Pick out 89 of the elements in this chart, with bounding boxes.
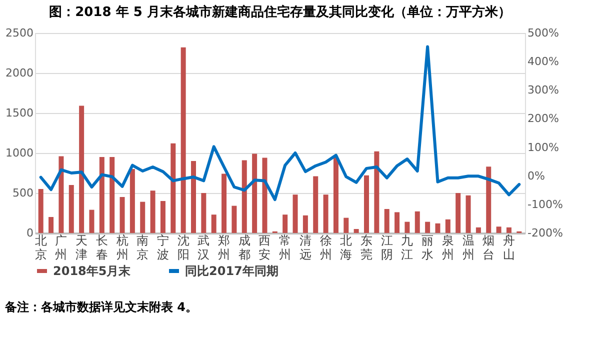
bar	[354, 229, 359, 233]
bar	[282, 214, 288, 233]
bar	[89, 210, 94, 233]
y-tick-label: 1000	[6, 146, 34, 160]
x-tick-label: 丽水	[422, 234, 434, 262]
bar	[110, 157, 115, 233]
x-tick-label: 杭州	[115, 234, 128, 262]
y2-tick-label: -100%	[528, 198, 563, 211]
bar	[48, 217, 54, 233]
bar	[384, 209, 390, 233]
line-series	[39, 45, 521, 202]
y-tick-label: 2500	[6, 26, 34, 40]
x-tick-label: 北海	[340, 234, 352, 262]
y2-tick-label: 100%	[528, 140, 559, 154]
bar	[435, 223, 440, 233]
x-tick-label: 舟山	[502, 234, 515, 262]
bar	[170, 143, 176, 233]
bar	[414, 211, 420, 233]
y-tick-label: 2000	[6, 66, 34, 80]
bar	[394, 212, 400, 233]
bar	[222, 174, 227, 233]
bar	[445, 219, 450, 233]
bar	[150, 190, 156, 233]
bar	[506, 227, 512, 233]
x-tick-label: 徐州	[320, 234, 332, 262]
bar	[99, 157, 104, 233]
bar	[180, 47, 186, 233]
bar	[302, 215, 308, 233]
x-tick-label: 泉州	[442, 234, 454, 262]
bar	[130, 169, 135, 233]
bar	[323, 194, 328, 233]
bar	[201, 193, 206, 233]
bar	[364, 175, 369, 233]
x-tick-label: 郑州	[218, 234, 230, 262]
x-tick-label: 广州	[55, 234, 68, 262]
y-tick-label: 1500	[6, 106, 34, 120]
y2-tick-label: 400%	[528, 55, 559, 68]
x-tick-label: 烟台	[482, 234, 495, 262]
bar	[466, 195, 471, 233]
x-tick-label: 九江	[401, 234, 414, 262]
bar	[242, 160, 247, 233]
x-tick-label: 天津	[76, 234, 88, 262]
bar	[262, 158, 268, 233]
bar	[333, 157, 338, 233]
bar	[140, 202, 146, 233]
bar	[486, 166, 492, 233]
y2-tick-label: 200%	[528, 112, 559, 126]
y-tick-label: 500	[12, 186, 34, 200]
bar	[232, 206, 237, 233]
chart-title: 图：2018 年 5 月末各城市新建商品住宅存量及其同比变化（单位：万平方米）	[49, 4, 511, 20]
bar	[344, 218, 349, 233]
bar	[374, 151, 380, 233]
x-tick-label: 成都	[238, 234, 250, 262]
bar	[68, 185, 74, 233]
bar	[404, 222, 410, 233]
bar	[58, 156, 64, 233]
x-tick-label: 南京	[136, 234, 149, 262]
y-tick-label: 0	[26, 226, 34, 240]
bar	[252, 154, 258, 233]
bar	[120, 197, 125, 233]
text: 备注：各城市数据详见文末附表 4。	[4, 300, 198, 314]
x-tick-label: 西安	[258, 234, 271, 262]
bar	[496, 226, 502, 233]
legend-label: 2018年5月末	[53, 264, 132, 278]
x-tick-label: 东莞	[360, 234, 372, 262]
bar	[476, 227, 481, 233]
x-tick-label: 温州	[462, 234, 474, 262]
bar	[425, 222, 430, 233]
y2-tick-label: 0%	[528, 169, 545, 182]
x-tick-label: 武汉	[198, 234, 210, 262]
bar	[38, 189, 44, 233]
bar	[79, 106, 84, 233]
bar	[292, 194, 298, 233]
x-tick-label: 清远	[299, 234, 312, 262]
x-tick-label: 常州	[279, 234, 292, 262]
bar	[191, 161, 196, 233]
x-tick-label: 沈阳	[177, 234, 190, 262]
y2-tick-label: -200%	[528, 226, 563, 240]
bar	[456, 193, 461, 233]
bar	[160, 201, 166, 233]
y2-tick-label: 500%	[528, 26, 559, 40]
x-tick-label: 长春	[96, 234, 108, 262]
x-tick-label: 北京	[34, 234, 47, 262]
bar	[313, 176, 318, 233]
x-tick-label: 江阴	[380, 234, 393, 262]
x-tick-label: 宁波	[156, 234, 169, 262]
legend-label: 同比2017年同期	[185, 264, 278, 278]
y2-tick-label: 300%	[528, 84, 559, 97]
bar	[211, 214, 216, 233]
